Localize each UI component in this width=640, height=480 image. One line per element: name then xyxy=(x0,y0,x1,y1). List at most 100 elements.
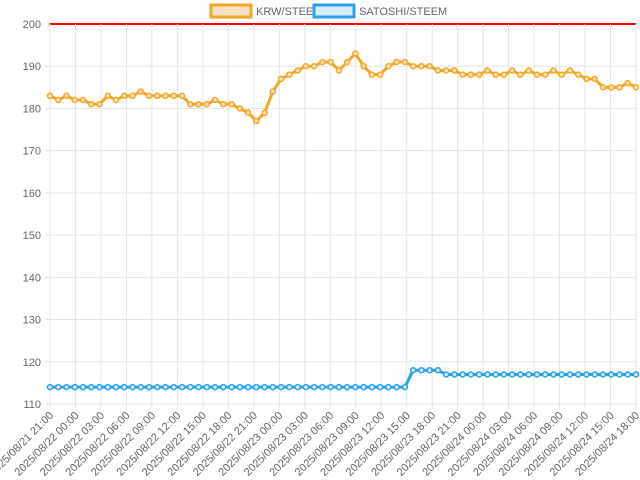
data-point-krw-steem[interactable] xyxy=(178,92,186,100)
data-point-satoshi-steem[interactable] xyxy=(112,383,120,391)
data-point-krw-steem[interactable] xyxy=(302,62,310,70)
data-point-krw-steem[interactable] xyxy=(63,92,70,100)
data-point-krw-steem[interactable] xyxy=(541,71,549,78)
data-point-krw-steem[interactable] xyxy=(434,67,442,74)
data-point-krw-steem[interactable] xyxy=(55,96,62,104)
data-point-satoshi-steem[interactable] xyxy=(508,371,516,378)
data-point-satoshi-steem[interactable] xyxy=(385,383,392,391)
data-point-satoshi-steem[interactable] xyxy=(269,383,277,391)
data-point-satoshi-steem[interactable] xyxy=(550,371,557,378)
data-point-krw-steem[interactable] xyxy=(459,71,466,78)
data-point-krw-steem[interactable] xyxy=(451,67,458,74)
data-point-krw-steem[interactable] xyxy=(442,67,450,74)
data-point-satoshi-steem[interactable] xyxy=(442,371,450,378)
data-point-krw-steem[interactable] xyxy=(145,92,153,100)
data-point-satoshi-steem[interactable] xyxy=(187,383,194,391)
data-point-krw-steem[interactable] xyxy=(517,71,524,78)
data-point-satoshi-steem[interactable] xyxy=(145,383,153,391)
data-point-satoshi-steem[interactable] xyxy=(277,383,285,391)
data-point-satoshi-steem[interactable] xyxy=(162,383,169,391)
data-point-satoshi-steem[interactable] xyxy=(624,371,631,378)
data-point-krw-steem[interactable] xyxy=(137,88,145,95)
data-point-krw-steem[interactable] xyxy=(170,92,178,100)
data-point-krw-steem[interactable] xyxy=(96,100,103,108)
data-point-krw-steem[interactable] xyxy=(294,67,301,74)
data-point-satoshi-steem[interactable] xyxy=(599,371,607,378)
data-point-satoshi-steem[interactable] xyxy=(302,383,310,391)
data-point-krw-steem[interactable] xyxy=(253,117,260,125)
data-point-krw-steem[interactable] xyxy=(310,62,318,70)
data-point-krw-steem[interactable] xyxy=(352,50,359,57)
data-point-satoshi-steem[interactable] xyxy=(517,371,524,378)
data-point-krw-steem[interactable] xyxy=(203,100,211,108)
data-point-krw-steem[interactable] xyxy=(566,67,574,74)
data-point-satoshi-steem[interactable] xyxy=(228,383,235,391)
data-point-satoshi-steem[interactable] xyxy=(352,383,359,391)
data-point-krw-steem[interactable] xyxy=(607,84,615,91)
data-point-krw-steem[interactable] xyxy=(220,100,227,108)
data-point-satoshi-steem[interactable] xyxy=(335,383,343,391)
data-point-satoshi-steem[interactable] xyxy=(426,366,433,374)
data-point-krw-steem[interactable] xyxy=(335,67,343,74)
data-point-satoshi-steem[interactable] xyxy=(591,371,598,378)
data-point-krw-steem[interactable] xyxy=(162,92,169,100)
data-point-satoshi-steem[interactable] xyxy=(154,383,161,391)
data-point-satoshi-steem[interactable] xyxy=(533,371,541,378)
data-point-satoshi-steem[interactable] xyxy=(129,383,136,391)
data-point-krw-steem[interactable] xyxy=(624,79,631,87)
data-point-satoshi-steem[interactable] xyxy=(310,383,318,391)
data-point-satoshi-steem[interactable] xyxy=(294,383,301,391)
data-point-satoshi-steem[interactable] xyxy=(434,366,442,374)
data-point-satoshi-steem[interactable] xyxy=(319,383,326,391)
data-point-krw-steem[interactable] xyxy=(269,88,277,95)
data-point-satoshi-steem[interactable] xyxy=(368,383,376,391)
data-point-satoshi-steem[interactable] xyxy=(178,383,186,391)
data-point-satoshi-steem[interactable] xyxy=(46,383,54,391)
data-point-krw-steem[interactable] xyxy=(492,71,499,78)
data-point-krw-steem[interactable] xyxy=(46,92,54,100)
data-point-satoshi-steem[interactable] xyxy=(137,383,145,391)
data-point-satoshi-steem[interactable] xyxy=(71,383,79,391)
data-point-satoshi-steem[interactable] xyxy=(393,383,400,391)
data-point-satoshi-steem[interactable] xyxy=(261,383,268,391)
data-point-satoshi-steem[interactable] xyxy=(220,383,227,391)
data-point-satoshi-steem[interactable] xyxy=(55,383,62,391)
data-point-satoshi-steem[interactable] xyxy=(459,371,466,378)
data-point-satoshi-steem[interactable] xyxy=(418,366,425,374)
data-point-krw-steem[interactable] xyxy=(195,100,202,108)
data-point-krw-steem[interactable] xyxy=(368,71,376,78)
data-point-satoshi-steem[interactable] xyxy=(607,371,615,378)
data-point-satoshi-steem[interactable] xyxy=(616,371,623,378)
data-point-satoshi-steem[interactable] xyxy=(360,383,367,391)
data-point-satoshi-steem[interactable] xyxy=(401,383,409,391)
data-point-krw-steem[interactable] xyxy=(475,71,483,78)
data-point-satoshi-steem[interactable] xyxy=(451,371,458,378)
data-point-krw-steem[interactable] xyxy=(112,96,120,104)
data-point-krw-steem[interactable] xyxy=(632,84,640,91)
data-point-satoshi-steem[interactable] xyxy=(104,383,112,391)
data-point-krw-steem[interactable] xyxy=(211,96,219,104)
data-point-krw-steem[interactable] xyxy=(187,100,194,108)
data-point-satoshi-steem[interactable] xyxy=(63,383,70,391)
data-point-satoshi-steem[interactable] xyxy=(211,383,219,391)
data-point-krw-steem[interactable] xyxy=(360,62,367,70)
data-point-krw-steem[interactable] xyxy=(121,92,128,100)
data-point-krw-steem[interactable] xyxy=(88,100,95,108)
data-point-satoshi-steem[interactable] xyxy=(574,371,582,378)
data-point-satoshi-steem[interactable] xyxy=(327,383,334,391)
data-point-krw-steem[interactable] xyxy=(591,75,598,83)
data-point-krw-steem[interactable] xyxy=(261,109,268,116)
data-point-satoshi-steem[interactable] xyxy=(343,383,351,391)
data-point-krw-steem[interactable] xyxy=(154,92,161,100)
data-point-krw-steem[interactable] xyxy=(484,67,491,74)
data-point-krw-steem[interactable] xyxy=(508,67,516,74)
data-point-krw-steem[interactable] xyxy=(104,92,112,100)
data-point-krw-steem[interactable] xyxy=(393,58,400,66)
data-point-krw-steem[interactable] xyxy=(277,75,285,83)
data-point-krw-steem[interactable] xyxy=(376,71,384,78)
data-point-krw-steem[interactable] xyxy=(583,75,590,83)
data-point-satoshi-steem[interactable] xyxy=(525,371,532,378)
data-point-satoshi-steem[interactable] xyxy=(195,383,202,391)
data-point-krw-steem[interactable] xyxy=(244,109,252,116)
data-point-satoshi-steem[interactable] xyxy=(500,371,508,378)
